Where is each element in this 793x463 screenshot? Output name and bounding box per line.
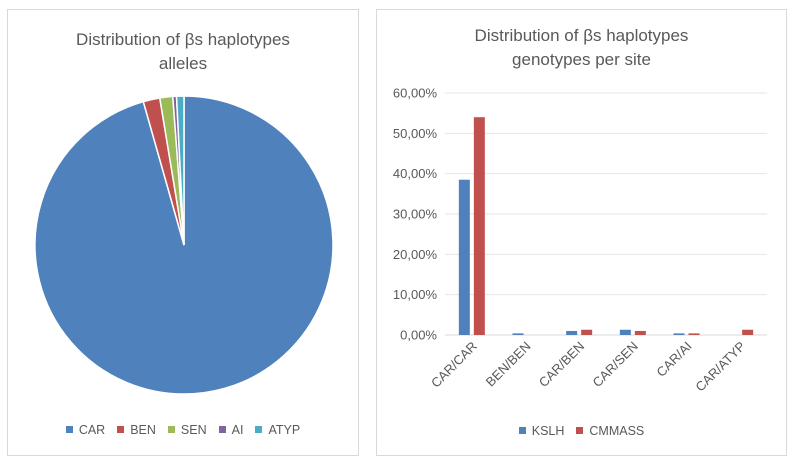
x-tick-label: CAR/CAR xyxy=(428,339,480,391)
bar-cmmass-car-atyp xyxy=(742,329,754,335)
bar-kslh-ben-ben xyxy=(512,333,524,335)
legend-swatch xyxy=(255,426,263,433)
bar-kslh-car-ai xyxy=(673,333,685,335)
bar-cmmass-car-sen xyxy=(634,330,646,335)
bar-cmmass-car-ai xyxy=(688,333,700,335)
bar-cmmass-car-ben xyxy=(581,329,593,335)
pie-legend-item-sen: SEN xyxy=(167,422,207,437)
bar-chart-plot: 0,00% 10,00% 20,00% 30,00% 40,00% 50,00% 60,00… xyxy=(393,86,767,395)
pie-legend-item-ai: AI xyxy=(218,422,244,437)
x-tick-label: CAR/BEN xyxy=(536,339,587,390)
y-tick-label: 10,00% xyxy=(393,287,438,302)
bar-title-line2: genotypes per site xyxy=(512,50,651,69)
pie-chart-title: Distribution of βs haplotypes alleles xyxy=(8,28,358,76)
bar-legend-item-kslh: KSLH xyxy=(518,423,565,438)
legend-swatch xyxy=(65,426,73,433)
legend-label: CMMASS xyxy=(589,423,645,438)
x-tick-label: CAR/AI xyxy=(653,339,694,380)
legend-label: AI xyxy=(231,422,244,437)
legend-label: KSLH xyxy=(531,423,565,438)
bar-kslh-car-ben xyxy=(566,330,578,335)
bar-chart-title: Distribution of βs haplotypes genotypes … xyxy=(377,24,786,72)
pie-slice-atyp xyxy=(175,95,185,246)
y-tick-label: 20,00% xyxy=(393,247,438,262)
pie-legend-item-atyp: ATYP xyxy=(255,423,300,437)
pie-title-line2: alleles xyxy=(158,54,208,73)
x-tick-label: BEN/BEN xyxy=(483,339,534,390)
pie-legend-item-car: CAR xyxy=(65,422,106,437)
bar-legend-item-cmmass: CMMASS xyxy=(576,424,644,438)
x-tick-label: CAR/ATYP xyxy=(692,339,748,395)
legend-swatch xyxy=(218,426,226,433)
legend-swatch xyxy=(117,426,125,433)
bar-cmmass-car-car xyxy=(473,117,485,335)
legend-label: SEN xyxy=(180,422,207,437)
legend-swatch xyxy=(167,426,175,433)
bar-kslh-car-car xyxy=(458,179,470,335)
bar-title-line1: Distribution of βs haplotypes xyxy=(474,26,689,45)
legend-label: CAR xyxy=(78,422,106,437)
bar-kslh-car-sen xyxy=(619,329,631,335)
bar-legend: KSLH CMMASS xyxy=(377,423,786,438)
pie-title-line1: Distribution of βs haplotypes xyxy=(76,30,290,49)
bar-chart-panel: Distribution of βs haplotypes genotypes … xyxy=(376,9,787,456)
y-tick-label: 40,00% xyxy=(393,166,438,181)
x-tick-label: CAR/SEN xyxy=(589,339,640,390)
legend-label: BEN xyxy=(130,422,156,437)
y-tick-label: 50,00% xyxy=(393,126,438,141)
y-tick-label: 0,00% xyxy=(400,328,437,343)
pie-chart-panel: Distribution of βs haplotypes alleles CA… xyxy=(7,9,359,456)
y-tick-label: 60,00% xyxy=(393,86,438,101)
legend-swatch xyxy=(576,427,584,434)
y-tick-label: 30,00% xyxy=(393,207,438,222)
pie-legend-item-ben: BEN xyxy=(117,423,156,437)
pie-legend: CAR BEN SEN AI ATYP xyxy=(8,422,358,437)
pie-chart-plot xyxy=(34,95,334,395)
legend-swatch xyxy=(518,427,526,434)
legend-label: ATYP xyxy=(268,422,301,437)
